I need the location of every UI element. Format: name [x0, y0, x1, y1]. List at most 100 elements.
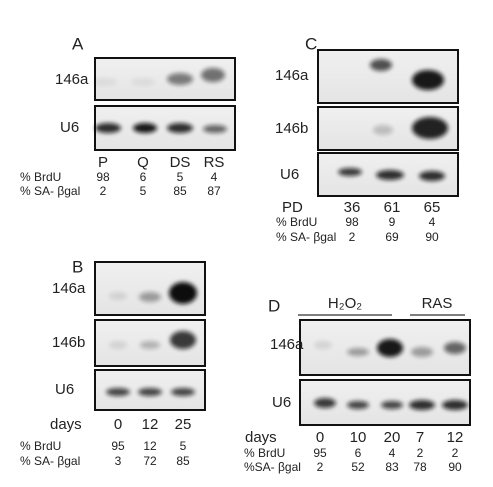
band	[373, 125, 393, 135]
row-label: days	[245, 429, 277, 446]
row-value: 72	[143, 454, 157, 468]
row-value: 65	[424, 199, 441, 216]
row-value: 3	[115, 454, 122, 468]
panel-label: B	[72, 257, 83, 276]
row-label: % SA- βgal	[20, 184, 80, 198]
row-value: 36	[344, 199, 361, 216]
row-label: % BrdU	[20, 439, 61, 453]
blot-label: 146a	[52, 280, 86, 297]
band	[381, 401, 403, 409]
blot-label: U6	[60, 119, 79, 136]
band	[314, 398, 336, 408]
blot-label: 146a	[275, 67, 309, 84]
column-label: RS	[204, 154, 225, 171]
band	[95, 123, 121, 133]
row-value: 2	[349, 230, 356, 244]
row-value: 10	[350, 429, 367, 446]
row-value: 78	[413, 460, 427, 474]
row-label: % BrdU	[20, 170, 61, 184]
band	[171, 388, 195, 396]
band	[419, 171, 445, 181]
row-value: 98	[96, 170, 110, 184]
band	[167, 123, 193, 133]
row-label: PD	[282, 199, 303, 216]
row-value: 6	[140, 170, 147, 184]
band	[106, 388, 130, 396]
group-label: H₂O₂	[328, 295, 362, 312]
panel-label: C	[305, 34, 317, 53]
band	[338, 168, 362, 176]
panel-label: A	[72, 34, 84, 53]
band	[347, 401, 369, 409]
band	[411, 347, 433, 357]
row-value: 2	[417, 446, 424, 460]
row-value: 2	[452, 446, 459, 460]
band	[169, 282, 197, 304]
blot-label: 146b	[275, 120, 308, 137]
row-value: 5	[177, 170, 184, 184]
band	[93, 78, 117, 86]
row-value: 61	[384, 199, 401, 216]
band	[314, 341, 332, 349]
band	[347, 348, 369, 356]
column-label: Q	[137, 154, 149, 171]
row-value: 12	[143, 439, 157, 453]
row-value: 98	[345, 215, 359, 229]
row-label: % SA- βgal	[276, 230, 336, 244]
band	[133, 123, 157, 133]
band	[412, 70, 444, 90]
band	[139, 292, 161, 302]
row-value: 95	[111, 439, 125, 453]
row-value: 9	[389, 215, 396, 229]
row-label: days	[50, 416, 82, 433]
band	[140, 341, 160, 349]
row-value: 12	[447, 429, 464, 446]
row-label: %SA- βgal	[244, 460, 301, 474]
row-value: 95	[313, 446, 327, 460]
blot-label: 146a	[55, 71, 89, 88]
blot-label: 146a	[270, 336, 304, 353]
group-label: RAS	[422, 295, 453, 312]
row-value: 20	[384, 429, 401, 446]
panel-label: D	[268, 296, 280, 315]
row-value: 4	[429, 215, 436, 229]
row-value: 4	[389, 446, 396, 460]
band	[138, 388, 162, 396]
row-value: 6	[355, 446, 362, 460]
row-value: 0	[316, 429, 324, 446]
band	[377, 339, 403, 357]
row-value: 85	[173, 184, 187, 198]
band	[444, 342, 466, 354]
row-value: 52	[351, 460, 365, 474]
row-value: 2	[317, 460, 324, 474]
band	[203, 125, 227, 133]
row-value: 5	[180, 439, 187, 453]
blot-label: U6	[272, 394, 291, 411]
band	[442, 400, 468, 410]
band	[109, 292, 127, 300]
band	[170, 331, 196, 349]
column-label: P	[98, 154, 108, 171]
band	[409, 400, 435, 410]
blot-label: 146b	[52, 334, 85, 351]
band	[201, 68, 225, 82]
blot	[299, 379, 471, 426]
column-label: DS	[170, 154, 191, 171]
row-value: 87	[207, 184, 221, 198]
band	[167, 73, 193, 85]
row-value: 69	[385, 230, 399, 244]
band	[412, 117, 448, 139]
row-value: 4	[211, 170, 218, 184]
band	[370, 59, 392, 71]
row-label: % BrdU	[244, 446, 285, 460]
row-label: % SA- βgal	[20, 454, 80, 468]
row-value: 90	[425, 230, 439, 244]
row-value: 85	[176, 454, 190, 468]
band	[131, 78, 155, 86]
row-value: 7	[416, 429, 424, 446]
band	[109, 341, 127, 349]
row-value: 5	[140, 184, 147, 198]
row-value: 83	[385, 460, 399, 474]
blot-label: U6	[280, 166, 299, 183]
row-value: 2	[100, 184, 107, 198]
